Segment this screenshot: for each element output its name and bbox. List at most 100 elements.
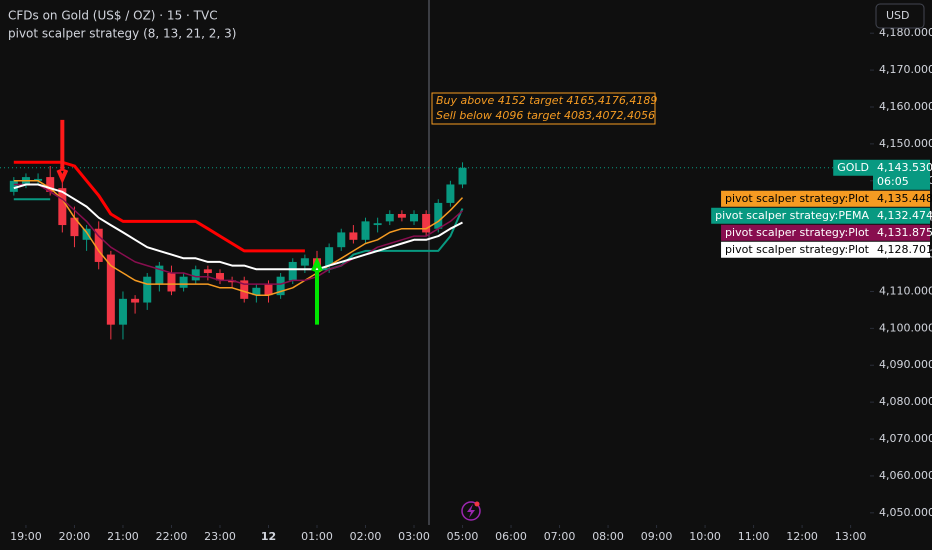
y-tick-label: 4,160.000 [879,100,932,113]
legend-box [721,190,873,207]
annotation: Buy above 4152 target 4165,4176,4189 Sel… [431,92,657,125]
series-value-box [873,224,930,241]
candle-body [203,269,212,274]
y-tick-label: 4,150.000 [879,137,932,150]
x-tick-label: 03:00 [398,530,430,543]
candle-body [70,217,79,237]
series-value-box [873,241,930,258]
icon-bolt[interactable] [467,504,475,518]
series-value: 4,128.701 [877,243,932,256]
x-tick-label: 07:00 [544,530,576,543]
candle-body [458,167,467,185]
annotation-box [431,92,656,125]
x-tick-label: 21:00 [107,530,139,543]
x-tick-label: 08:00 [592,530,624,543]
time-axis: 19:00 20:00 21:00 22:00 23:00 12 01:00 02:00 03:… [10,525,866,543]
countdown: 06:05 [877,175,909,188]
x-tick-label: 22:00 [156,530,188,543]
candle-body [349,232,358,240]
lightning-icon[interactable] [461,501,481,521]
y-tick-label: 4,110.000 [879,284,932,297]
y-tick-label: 4,100.000 [879,321,932,334]
candle-body [34,178,43,181]
signal-arrow [311,257,323,325]
candle-body [434,202,443,229]
y-tick-label: 4,170.000 [879,63,932,76]
candle-body [385,213,394,222]
candle-body [373,223,382,226]
icon-dot[interactable] [474,501,480,507]
candle-body [58,188,67,226]
x-tick-label: 09:00 [641,530,673,543]
annotation-line: Sell below 4096 target 4083,4072,4056 [436,109,655,122]
y-tick-label: 4,060.000 [879,469,932,482]
candle-body [337,232,346,248]
indicator-line [13,183,463,271]
x-tick-label: 01:00 [301,530,333,543]
icon-ring[interactable] [461,501,481,521]
symbol-name: GOLD [837,161,869,174]
legend-box [721,224,873,241]
legend-box [711,207,873,224]
candle-body [9,180,18,192]
candle-body [397,213,406,218]
candle-body [300,258,309,266]
x-tick-label: 12:00 [786,530,818,543]
plot-area [0,0,870,525]
x-tick-label: 10:00 [689,530,721,543]
y-tick-label: 4,090.000 [879,358,932,371]
x-tick-label: 20:00 [59,530,91,543]
signal-arrow [56,119,69,184]
legend-label: pivot scalper strategy:PEMA [715,209,869,222]
x-tick-label: 06:00 [495,530,527,543]
candle-body [82,228,91,240]
y-tick-label: 4,050.000 [879,506,932,519]
candle-body [240,280,249,299]
candle-body [446,184,455,203]
legend-label: pivot scalper strategy:Plot [725,192,870,205]
currency-button[interactable] [875,3,925,29]
price-value: 4,143.530 [877,161,932,174]
candle-body [361,221,370,240]
candle-body [325,247,334,266]
series-value: 4,135.448 [877,192,932,205]
x-tick-label: 11:00 [738,530,770,543]
series-value: 4,132.474 [877,209,932,222]
candle-body [46,177,55,192]
x-tick-label: 23:00 [204,530,236,543]
series-value-box [873,207,930,224]
legend-label: pivot scalper strategy:Plot [725,226,870,239]
candle-body [228,280,237,283]
candle-body [288,261,297,281]
legend-box [721,241,873,258]
candle-body [264,284,273,296]
y-tick-label: 4,070.000 [879,432,932,445]
candle-body [94,228,103,262]
candle-body [422,213,431,233]
x-tick-label: 12 [261,530,276,543]
indicator-line [13,183,463,285]
candle-body [215,273,224,281]
chart-title: CFDs on Gold (US$ / OZ) · 15 · TVC [8,9,218,23]
candle-body [143,276,152,303]
candle-body [410,213,419,222]
x-tick-label: 02:00 [350,530,382,543]
candle-body [131,298,140,303]
annotation-line: Buy above 4152 target 4165,4176,4189 [436,94,657,107]
candle-body [179,276,188,288]
legend-label: pivot scalper strategy:Plot [725,243,870,256]
candle-body [191,269,200,281]
price-value-box [873,159,930,190]
series-value-box [873,190,930,207]
candle-body [106,254,115,325]
currency-label[interactable]: USD [886,9,910,22]
candle-body [276,276,285,296]
symbol-box [833,159,873,176]
y-tick-label: 4,080.000 [879,395,932,408]
y-tick-label: 4,180.000 [879,26,932,39]
x-tick-label: 05:00 [447,530,479,543]
